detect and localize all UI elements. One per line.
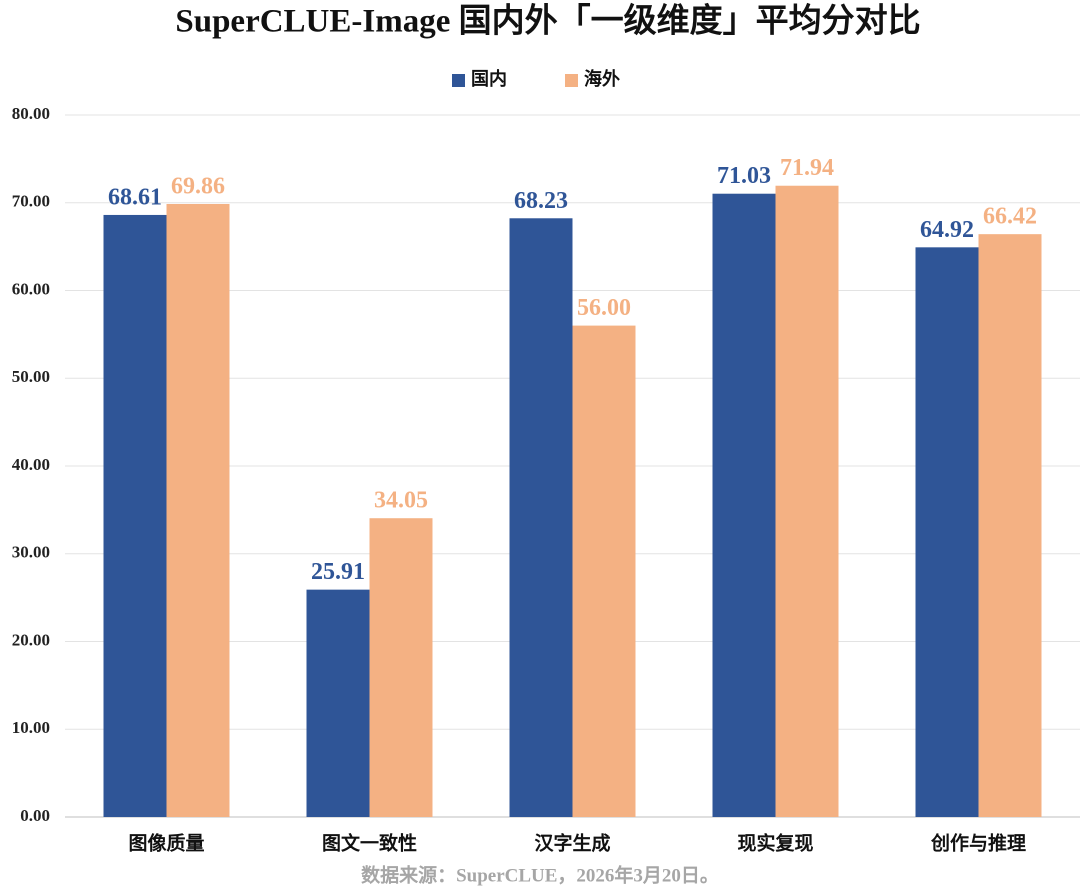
x-tick-label: 现实复现 xyxy=(737,831,813,854)
y-tick-label: 40.00 xyxy=(12,455,50,474)
value-label: 64.92 xyxy=(920,217,974,243)
y-tick-label: 50.00 xyxy=(12,367,50,386)
y-tick-label: 20.00 xyxy=(12,630,50,649)
value-label: 68.61 xyxy=(108,184,162,210)
legend-swatch xyxy=(565,74,578,87)
x-tick-label: 汉字生成 xyxy=(534,831,610,854)
value-label: 71.03 xyxy=(717,163,771,189)
legend-label: 海外 xyxy=(584,68,620,89)
y-tick-label: 10.00 xyxy=(12,718,50,737)
y-tick-label: 30.00 xyxy=(12,543,50,562)
value-label: 71.94 xyxy=(780,155,834,181)
bar xyxy=(166,203,230,817)
value-label: 66.42 xyxy=(983,204,1037,230)
y-tick-label: 0.00 xyxy=(20,806,50,825)
value-label: 69.86 xyxy=(171,173,225,199)
bar xyxy=(103,214,167,817)
bar xyxy=(572,325,636,817)
y-tick-label: 60.00 xyxy=(12,279,50,298)
value-label: 25.91 xyxy=(311,559,365,585)
value-label: 34.05 xyxy=(374,488,428,514)
y-tick-label: 70.00 xyxy=(12,192,50,211)
legend-swatch xyxy=(452,74,465,87)
bar xyxy=(978,234,1042,818)
bar xyxy=(369,518,433,817)
source-note: 数据来源：SuperCLUE，2026年3月20日。 xyxy=(361,863,719,886)
x-tick-label: 图文一致性 xyxy=(322,831,417,854)
value-label: 56.00 xyxy=(577,295,631,321)
x-tick-label: 创作与推理 xyxy=(930,831,1026,854)
bar xyxy=(509,218,573,818)
bar xyxy=(915,247,979,817)
bar xyxy=(712,193,776,818)
legend-label: 国内 xyxy=(471,68,507,89)
bar xyxy=(775,185,839,817)
x-tick-label: 图像质量 xyxy=(128,831,204,854)
y-tick-label: 80.00 xyxy=(12,104,50,123)
value-label: 68.23 xyxy=(514,188,568,214)
chart-title: SuperCLUE-Image 国内外「一级维度」平均分对比 xyxy=(175,3,920,40)
bar xyxy=(306,589,370,817)
